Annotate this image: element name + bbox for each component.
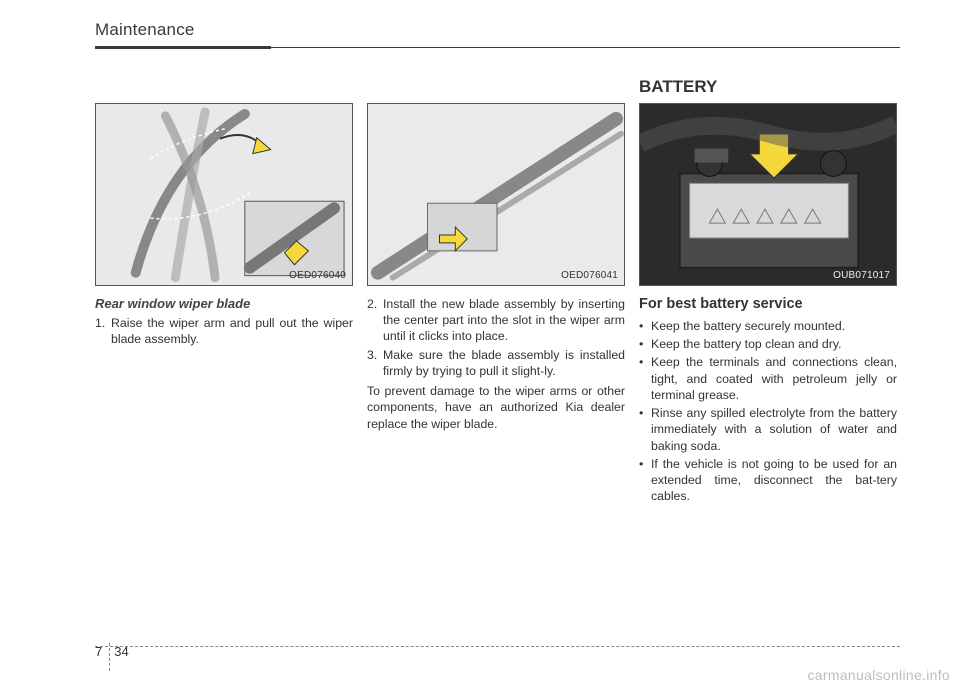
list-item: 3. Make sure the blade assembly is insta… [367, 347, 625, 379]
bullet-list: •Keep the battery securely mounted. •Kee… [639, 318, 897, 504]
page-divider [109, 643, 110, 671]
list-item: •Keep the terminals and connections clea… [639, 354, 897, 403]
list-item: •Keep the battery securely mounted. [639, 318, 897, 334]
figure-battery: OUB071017 [639, 103, 897, 286]
list-item: •Rinse any spilled electrolyte from the … [639, 405, 897, 454]
chapter-number: 7 [95, 644, 106, 659]
paragraph: To prevent damage to the wiper arms or o… [367, 383, 625, 432]
column-right: BATTERY [639, 77, 897, 506]
heading-battery: BATTERY [639, 77, 897, 97]
footer-rule [95, 646, 900, 647]
subhead-rear-wiper: Rear window wiper blade [95, 296, 353, 311]
step-number: 3. [367, 347, 383, 379]
bullet-text: Keep the battery top clean and dry. [651, 336, 897, 352]
battery-illustration [640, 104, 896, 286]
figure-wiper-removal: OED076040 [95, 103, 353, 286]
watermark: carmanualsonline.info [808, 667, 951, 683]
subhead-battery-service: For best battery service [639, 296, 897, 312]
step-number: 1. [95, 315, 111, 347]
figure-id: OUB071017 [833, 270, 890, 281]
list-item: •Keep the battery top clean and dry. [639, 336, 897, 352]
list-item: •If the vehicle is not going to be used … [639, 456, 897, 505]
bullet-text: Keep the battery securely mounted. [651, 318, 897, 334]
list-item: 1. Raise the wiper arm and pull out the … [95, 315, 353, 347]
figure-wiper-install: OED076041 [367, 103, 625, 286]
page-index: 34 [113, 644, 128, 659]
column-middle: OED076041 2. Install the new blade assem… [367, 77, 625, 506]
step-list: 1. Raise the wiper arm and pull out the … [95, 315, 353, 347]
figure-id: OED076041 [561, 270, 618, 281]
step-list: 2. Install the new blade assembly by ins… [367, 296, 625, 379]
step-text: Install the new blade assembly by insert… [383, 296, 625, 345]
wiper-removal-illustration [96, 104, 352, 286]
header-rule [95, 46, 900, 49]
bullet-text: Rinse any spilled electrolyte from the b… [651, 405, 897, 454]
step-text: Raise the wiper arm and pull out the wip… [111, 315, 353, 347]
bullet-text: If the vehicle is not going to be used f… [651, 456, 897, 505]
step-number: 2. [367, 296, 383, 345]
figure-id: OED076040 [289, 270, 346, 281]
bullet-text: Keep the terminals and connections clean… [651, 354, 897, 403]
step-text: Make sure the blade assembly is installe… [383, 347, 625, 379]
section-title: Maintenance [95, 20, 195, 40]
list-item: 2. Install the new blade assembly by ins… [367, 296, 625, 345]
wiper-install-illustration [368, 104, 624, 286]
column-left: OED076040 Rear window wiper blade 1. Rai… [95, 77, 353, 506]
page-number: 7 34 [95, 637, 129, 665]
